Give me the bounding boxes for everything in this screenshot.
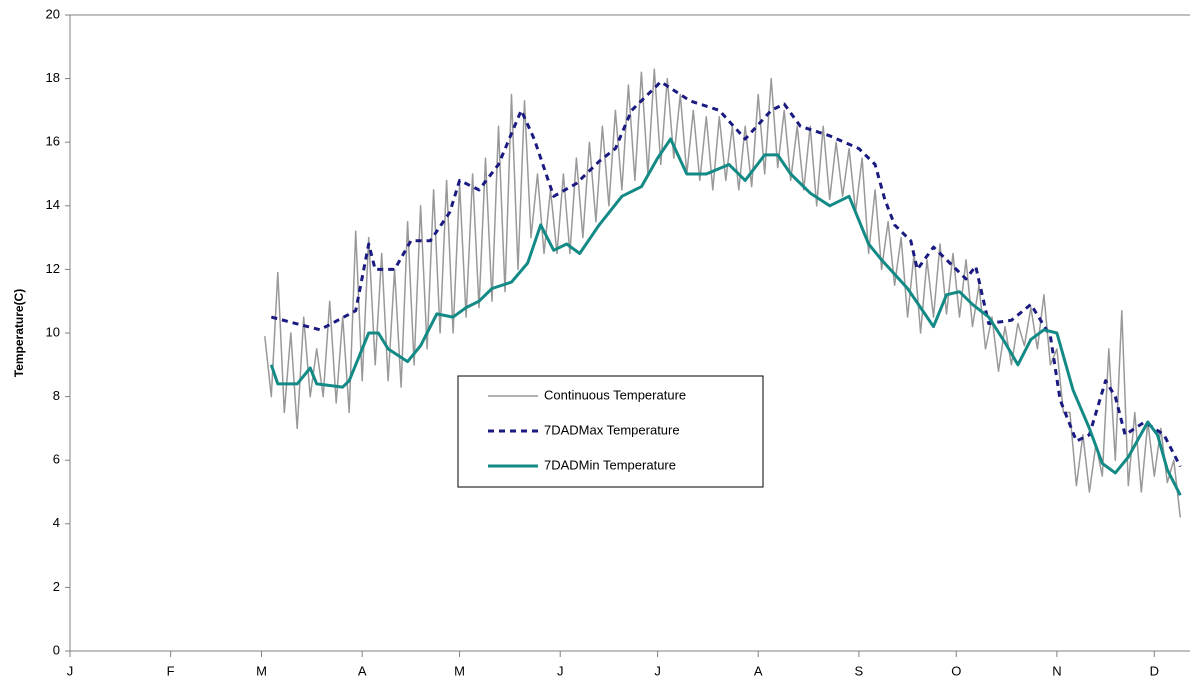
- y-axis-label: Temperature(C): [12, 289, 26, 377]
- x-tick-label: J: [654, 663, 661, 678]
- y-tick-label: 20: [46, 6, 60, 21]
- y-tick-label: 12: [46, 261, 60, 276]
- x-tick-label: O: [951, 663, 961, 678]
- y-tick-label: 16: [46, 134, 60, 149]
- x-tick-label: N: [1052, 663, 1061, 678]
- y-tick-label: 8: [53, 388, 60, 403]
- x-tick-label: A: [358, 663, 367, 678]
- y-tick-label: 18: [46, 70, 60, 85]
- y-tick-label: 0: [53, 642, 60, 657]
- legend-box: [457, 375, 764, 488]
- series-line: [270, 80, 1182, 468]
- x-tick-label: M: [256, 663, 267, 678]
- x-tick-label: F: [167, 663, 175, 678]
- x-tick-label: S: [855, 663, 864, 678]
- y-tick-label: 6: [53, 452, 60, 467]
- x-tick-label: D: [1150, 663, 1159, 678]
- y-tick-label: 14: [46, 197, 60, 212]
- x-tick-label: A: [754, 663, 763, 678]
- y-tick-label: 10: [46, 324, 60, 339]
- series-line: [269, 137, 1182, 496]
- x-tick-label: M: [454, 663, 465, 678]
- x-tick-label: J: [557, 663, 564, 678]
- x-tick-label: J: [67, 663, 74, 678]
- legend-label: 7DADMax Temperature: [544, 422, 680, 437]
- series-line: [264, 68, 1182, 518]
- y-tick-label: 4: [53, 515, 60, 530]
- y-tick-label: 2: [53, 579, 60, 594]
- legend-label: 7DADMin Temperature: [544, 457, 676, 472]
- legend-label: Continuous Temperature: [544, 387, 686, 402]
